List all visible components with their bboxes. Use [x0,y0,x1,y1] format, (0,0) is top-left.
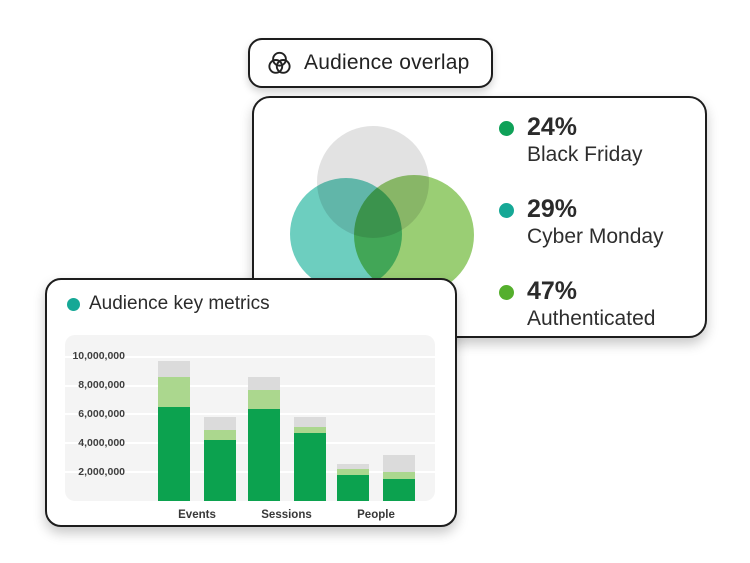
badge-label: Audience overlap [304,51,470,74]
audience-key-metrics-card: Audience key metrics 2,000,000 4,000,000 6… [45,278,457,527]
stacked-bar-events-2 [204,417,236,501]
bar-segment-dark-green [293,433,326,501]
bar-segment-dark-green [247,408,280,501]
legend-item-cyber-monday: 29% Cyber Monday [499,195,664,249]
stacked-bar-people-1 [337,463,369,501]
bar-segment-gray [204,417,236,431]
bar-segment-dark-green [383,479,415,501]
xaxis-label-events: Events [178,509,216,521]
ytick-label: 8,000,000 [78,379,125,392]
legend-item-black-friday: 24% Black Friday [499,113,664,167]
bar-segment-gray [337,463,369,469]
metric-dot-icon [67,297,80,311]
legend-percent: 24% [527,113,578,141]
audience-overlap-card: 24% Black Friday 29% Cyber Monday 47% Au… [252,96,707,338]
ytick-label: 4,000,000 [78,436,125,449]
ytick-label: 6,000,000 [78,407,125,420]
bar-segment-gray [158,361,190,377]
venn-legend: 24% Black Friday 29% Cyber Monday 47% Au… [499,113,664,359]
venn-overlap-icon [266,50,293,77]
legend-label: Cyber Monday [527,225,664,248]
bar-segment-gray [247,376,280,390]
stacked-bar-people-2 [383,454,415,501]
bar-segment-light-green [383,472,415,480]
bar-segment-light-green [158,376,190,408]
venn-diagram [254,98,514,340]
bar-segment-light-green [293,427,326,434]
metrics-card-header: Audience key metrics [67,293,270,315]
legend-dot [499,121,514,136]
legend-dot [499,203,514,218]
bar-segment-light-green [337,468,369,476]
audience-overlap-badge: Audience overlap [248,38,494,88]
stacked-bar-events-1 [158,361,190,501]
bar-segment-dark-green [204,440,236,501]
bar-segment-gray [383,454,415,473]
bar-segment-gray [293,417,326,428]
bar-plot: 2,000,000 4,000,000 6,000,000 8,000,000 10,0… [65,335,435,501]
stacked-bar-sessions-2 [293,417,326,501]
ytick-label: 2,000,000 [78,465,125,478]
stacked-bar-sessions-1 [247,376,280,501]
legend-label: Black Friday [527,143,643,166]
legend-percent: 47% [527,277,578,305]
bar-segment-dark-green [158,407,190,501]
venn-circle-green [354,175,474,295]
xaxis-label-sessions: Sessions [261,509,312,521]
legend-percent: 29% [527,195,578,223]
metrics-card-title: Audience key metrics [89,293,270,314]
legend-item-authenticated: 47% Authenticated [499,277,664,331]
bar-segment-light-green [204,430,236,441]
legend-dot [499,285,514,300]
bar-segment-dark-green [337,475,369,501]
bar-segment-light-green [247,389,280,409]
legend-label: Authenticated [527,307,656,330]
xaxis-label-people: People [357,509,395,521]
ytick-label: 10,000,000 [72,350,125,363]
gridline [65,355,435,358]
